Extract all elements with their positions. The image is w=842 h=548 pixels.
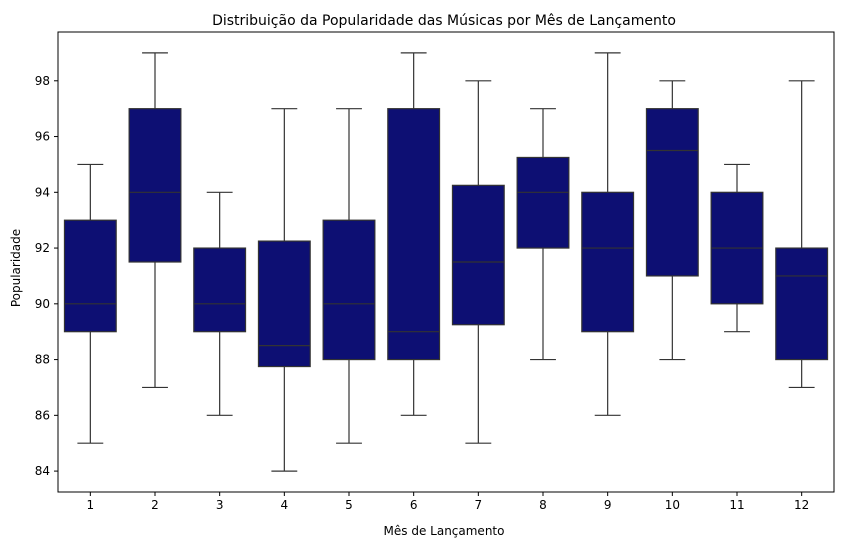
y-tick-label: 92 <box>35 241 50 255</box>
y-tick-label: 96 <box>35 130 50 144</box>
box <box>775 247 829 361</box>
x-tick-label: 10 <box>665 498 680 512</box>
y-tick-label: 94 <box>35 185 50 199</box>
y-tick-label: 90 <box>35 297 50 311</box>
x-tick-label: 7 <box>475 498 483 512</box>
y-tick-label: 86 <box>35 408 50 422</box>
box-group-3 <box>193 191 247 416</box>
box-group-10 <box>645 80 699 361</box>
box <box>645 108 699 277</box>
box-group-9 <box>581 52 635 416</box>
x-axis-label: Mês de Lançamento <box>384 524 505 538</box>
chart-title: Distribuição da Popularidade das Músicas… <box>212 13 676 29</box>
box <box>387 108 441 361</box>
box <box>257 240 311 368</box>
x-tick-label: 1 <box>87 498 95 512</box>
x-tick-label: 8 <box>539 498 547 512</box>
y-axis-label: Popularidade <box>9 229 23 307</box>
x-tick-label: 4 <box>281 498 289 512</box>
box <box>128 108 182 263</box>
x-tick-label: 12 <box>794 498 809 512</box>
plot-frame <box>57 31 835 493</box>
box-group-11 <box>710 163 764 333</box>
y-tick-label: 88 <box>35 353 50 367</box>
x-tick-label: 9 <box>604 498 612 512</box>
box-group-2 <box>128 52 182 389</box>
x-tick-label: 5 <box>345 498 353 512</box>
x-tick-label: 2 <box>151 498 159 512</box>
box <box>451 184 505 326</box>
box-group-5 <box>322 108 376 444</box>
y-tick-label: 84 <box>35 464 50 478</box>
box-group-12 <box>775 80 829 389</box>
box <box>516 156 570 249</box>
box-group-8 <box>516 108 570 361</box>
x-tick-label: 3 <box>216 498 224 512</box>
box <box>581 191 635 333</box>
box <box>193 247 247 333</box>
x-tick-label: 6 <box>410 498 418 512</box>
box-group-4 <box>257 108 311 472</box>
x-tick-label: 11 <box>729 498 744 512</box>
box-group-7 <box>451 80 505 444</box>
box <box>322 219 376 361</box>
box-group-1 <box>63 163 117 444</box>
y-tick-label: 98 <box>35 74 50 88</box>
box <box>63 219 117 333</box>
box-group-6 <box>387 52 441 416</box>
plot-area <box>63 52 829 472</box>
